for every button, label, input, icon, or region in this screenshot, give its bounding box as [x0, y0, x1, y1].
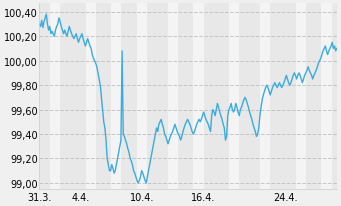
Bar	[229, 4, 239, 189]
Bar	[137, 4, 147, 189]
Bar	[86, 4, 96, 189]
Bar	[322, 4, 332, 189]
Bar	[193, 4, 204, 189]
Bar	[50, 4, 60, 189]
Bar	[168, 4, 178, 189]
Bar	[260, 4, 270, 189]
Bar	[111, 4, 121, 189]
Bar	[296, 4, 306, 189]
